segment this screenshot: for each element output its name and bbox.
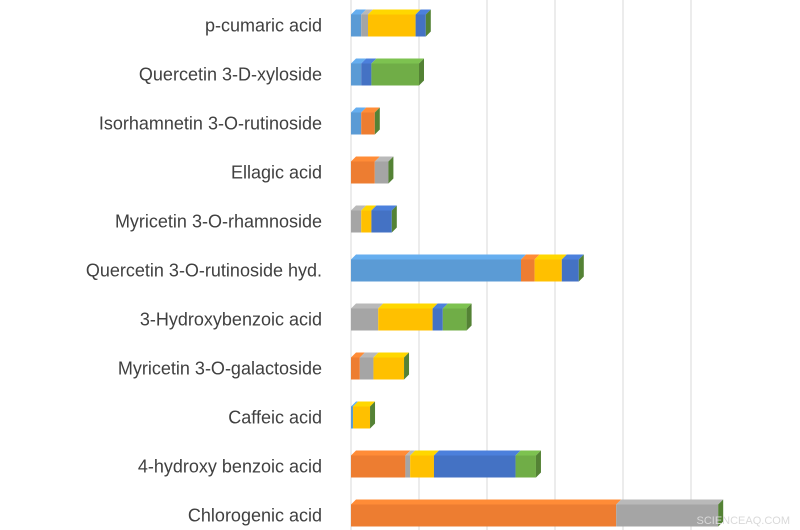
bar-segment-1 (351, 259, 521, 282)
bar-segment-top (432, 303, 448, 309)
bar-end-face (718, 499, 724, 527)
bar-segment-4 (361, 210, 372, 233)
bar-segment-top (616, 499, 724, 505)
bar-segment-5 (361, 63, 372, 86)
bar-segment-2 (351, 504, 617, 527)
bar-segment-top (405, 450, 416, 456)
bar-segment-top (351, 303, 384, 309)
bar-segment-top (433, 450, 521, 456)
bar-segment-top (361, 58, 377, 64)
bar-segment-6 (371, 63, 419, 86)
bar-segment-top (351, 107, 367, 113)
bar-segment-2 (351, 455, 406, 478)
category-label: Myricetin 3-O-galactoside (118, 359, 322, 379)
category-label: Caffeic acid (228, 408, 322, 428)
bar-segment-1 (351, 112, 362, 135)
bar-segment-4 (534, 259, 562, 282)
bar-segment-6 (515, 455, 536, 478)
bar-end-face (391, 205, 397, 233)
category-label: Ellagic acid (231, 163, 322, 183)
bar-segment-top (359, 352, 379, 358)
bar-segment-top (561, 254, 584, 260)
bar-segment-5 (371, 210, 392, 233)
bar-segment-4 (368, 14, 416, 37)
bar-segment-4 (373, 357, 405, 380)
bar-segment-top (515, 450, 541, 456)
bar-segment-3 (351, 308, 379, 331)
bar-end-face (466, 303, 472, 331)
bar-segment-top (368, 9, 421, 15)
bar-segment-5 (561, 259, 579, 282)
bar-segment-top (361, 9, 373, 15)
bar-segment-5 (432, 308, 443, 331)
bar-segment-top (361, 107, 380, 113)
bar-segment-4 (353, 406, 371, 429)
bar-segment-top (410, 450, 439, 456)
bar-segment-top (521, 254, 540, 260)
bars (351, 9, 724, 527)
bar-end-face (374, 107, 380, 135)
bar-segment-top (534, 254, 567, 260)
category-label: Myricetin 3-O-rhamnoside (115, 212, 322, 232)
bar-end-face (370, 401, 376, 429)
bar-segment-top (351, 254, 526, 260)
bar-segment-2 (351, 357, 360, 380)
bar-segment-top (353, 401, 376, 407)
bar-end-face (535, 450, 541, 478)
bar-segment-top (351, 450, 411, 456)
bar-segment-4 (378, 308, 433, 331)
category-label: p-cumaric acid (205, 16, 322, 36)
bar-segment-top (373, 352, 410, 358)
bar-segment-2 (351, 161, 375, 184)
bar-segment-top (361, 205, 377, 211)
bar-segment-top (378, 303, 438, 309)
bar-segment-top (371, 58, 424, 64)
bar-end-face (425, 9, 431, 37)
category-label: 4-hydroxy benzoic acid (138, 457, 322, 477)
bar-segment-4 (410, 455, 434, 478)
bar-segment-top (415, 9, 431, 15)
bar-segment-2 (521, 259, 535, 282)
watermark-text: SCIENCEAQ.COM (696, 515, 790, 527)
bar-segment-3 (405, 455, 411, 478)
bar-segment-top (351, 9, 367, 15)
bar-segment-2 (361, 112, 375, 135)
bar-segment-3 (359, 357, 374, 380)
bar-segment-5 (415, 14, 426, 37)
bar-end-face (404, 352, 410, 380)
bar-segment-5 (433, 455, 516, 478)
bar-segment-3 (361, 14, 368, 37)
bar-segment-1 (351, 14, 362, 37)
bar-segment-3 (374, 161, 389, 184)
bar-segment-top (351, 499, 622, 505)
bar-segment-top (371, 205, 397, 211)
bar-end-face (578, 254, 584, 282)
bar-segment-top (442, 303, 472, 309)
category-label: 3-Hydroxybenzoic acid (140, 310, 322, 330)
category-label: Quercetin 3-O-rutinoside hyd. (86, 261, 322, 281)
category-labels: p-cumaric acid Quercetin 3-D-xyloside Isor… (86, 16, 322, 526)
bar-end-face (388, 156, 394, 184)
bar-segment-1 (351, 63, 362, 86)
bar-segment-top (374, 156, 394, 162)
bar-segment-top (351, 58, 367, 64)
bar-segment-3 (351, 210, 362, 233)
category-label: Chlorogenic acid (188, 506, 322, 526)
bar-segment-3 (616, 504, 719, 527)
bar-segment-top (351, 352, 365, 358)
bar-end-face (419, 58, 424, 86)
category-label: Quercetin 3-D-xyloside (139, 65, 322, 85)
bar-segment-1 (351, 406, 354, 429)
category-label: Isorhamnetin 3-O-rutinoside (99, 114, 322, 134)
bar-segment-6 (442, 308, 467, 331)
bar-segment-top (351, 401, 359, 407)
bar-segment-top (351, 205, 367, 211)
bar-segment-top (351, 156, 380, 162)
